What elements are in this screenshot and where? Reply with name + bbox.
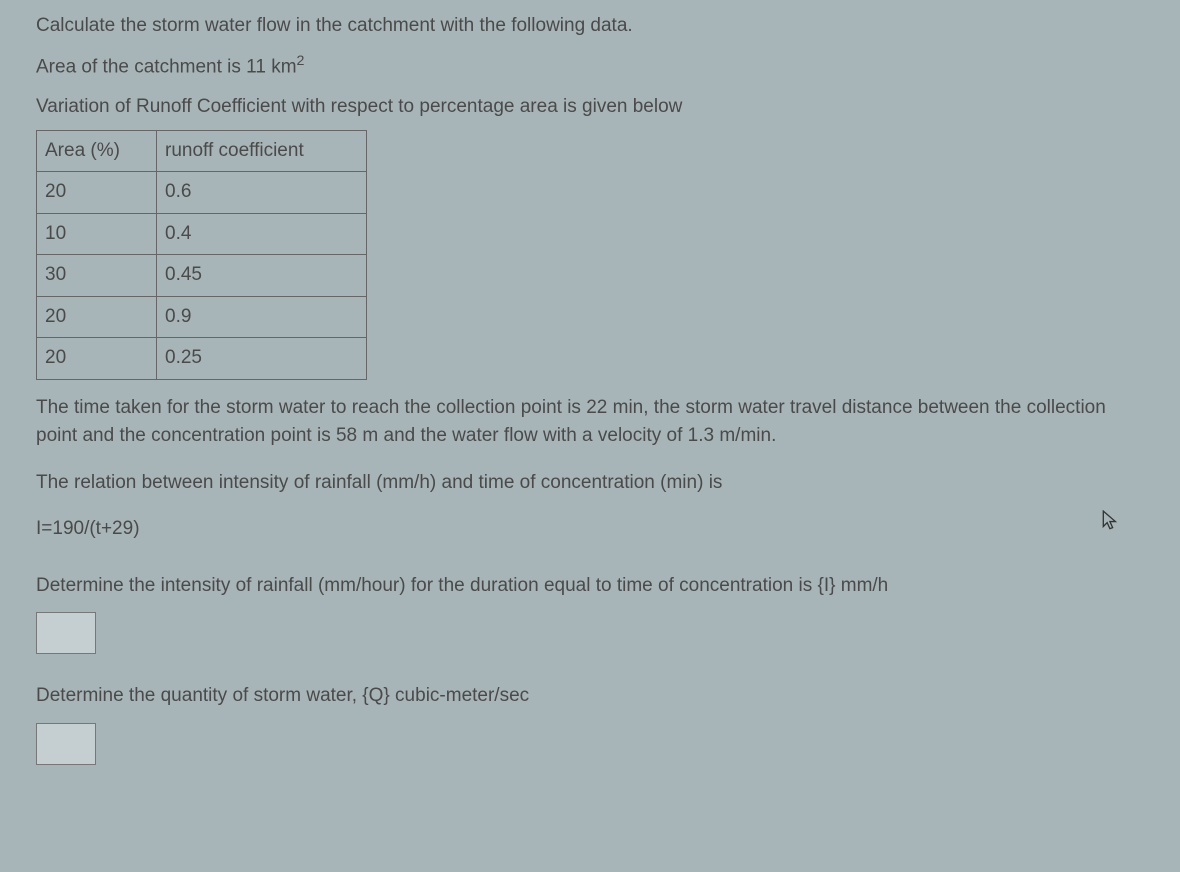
cell-coef: 0.4: [157, 213, 367, 255]
header-area: Area (%): [37, 130, 157, 172]
table-row: 20 0.9: [37, 296, 367, 338]
variation-line: Variation of Runoff Coefficient with res…: [36, 93, 1152, 122]
paragraph-travel: The time taken for the storm water to re…: [36, 394, 1152, 451]
cell-coef: 0.45: [157, 255, 367, 297]
cell-coef: 0.6: [157, 172, 367, 214]
runoff-table: Area (%) runoff coefficient 20 0.6 10 0.…: [36, 130, 367, 380]
header-coef: runoff coefficient: [157, 130, 367, 172]
input-quantity[interactable]: [36, 723, 96, 765]
area-unit-base: km: [271, 56, 296, 77]
cell-coef: 0.25: [157, 338, 367, 380]
area-line: Area of the catchment is 11 km2: [36, 51, 1152, 82]
table-row: 10 0.4: [37, 213, 367, 255]
formula: I=190/(t+29): [36, 515, 1152, 544]
prompt-intensity: Determine the intensity of rainfall (mm/…: [36, 572, 1152, 601]
table-row: 20 0.25: [37, 338, 367, 380]
prompt-quantity: Determine the quantity of storm water, {…: [36, 682, 1152, 711]
paragraph-relation: The relation between intensity of rainfa…: [36, 469, 1152, 498]
table-row: 20 0.6: [37, 172, 367, 214]
cell-coef: 0.9: [157, 296, 367, 338]
area-prefix: Area of the catchment is: [36, 56, 246, 77]
cell-area: 20: [37, 172, 157, 214]
area-unit-exp: 2: [297, 53, 305, 69]
cell-area: 20: [37, 296, 157, 338]
cell-area: 10: [37, 213, 157, 255]
question-intro: Calculate the storm water flow in the ca…: [36, 12, 1152, 41]
area-value: 11: [246, 56, 266, 77]
table-row: 30 0.45: [37, 255, 367, 297]
cell-area: 30: [37, 255, 157, 297]
table-header-row: Area (%) runoff coefficient: [37, 130, 367, 172]
input-intensity[interactable]: [36, 612, 96, 654]
cell-area: 20: [37, 338, 157, 380]
